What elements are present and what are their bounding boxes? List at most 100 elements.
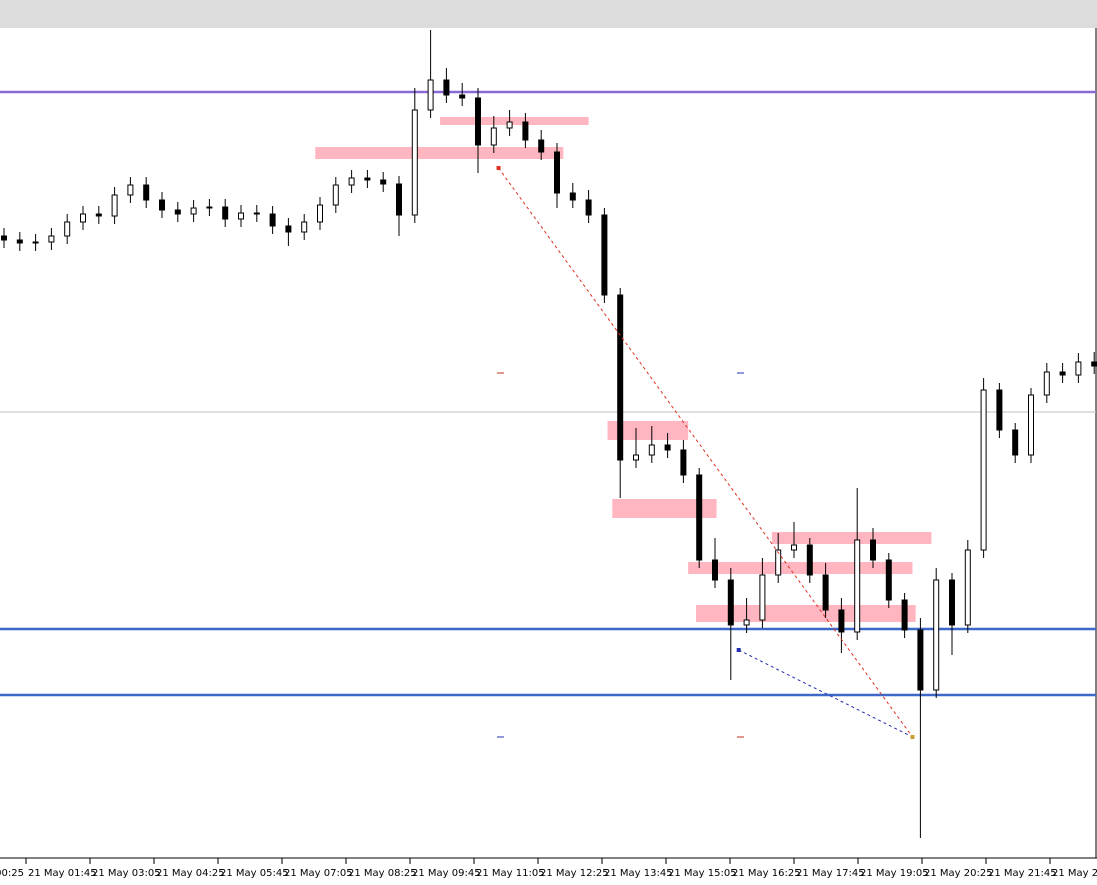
- candle-body: [490, 127, 497, 146]
- candle-body: [159, 199, 165, 211]
- candle-body: [680, 449, 687, 476]
- candle-body: [664, 444, 671, 451]
- x-tick-label: 21 May 07:05: [284, 868, 353, 879]
- x-tick-label: 21 May 23: [1052, 868, 1097, 879]
- x-tick-label: 21 May 05:45: [220, 868, 289, 879]
- candle-body: [949, 579, 955, 626]
- candle-body: [301, 221, 308, 233]
- candle-body: [411, 109, 418, 216]
- candle-body: [1043, 371, 1050, 396]
- candle-body: [16, 239, 23, 244]
- candle-body: [759, 574, 766, 621]
- top-bar: [0, 0, 1097, 28]
- candle-body: [459, 94, 466, 99]
- candle-body: [174, 209, 181, 215]
- candle-body: [822, 574, 829, 611]
- candle-body: [48, 235, 55, 243]
- x-tick-label: 21 May 09:45: [412, 868, 481, 879]
- candle-body: [838, 609, 845, 633]
- candle-body: [617, 294, 624, 461]
- candle-body: [1012, 429, 1019, 456]
- x-tick-label: 21 May 15:05: [668, 868, 737, 879]
- x-tick-label: 21 May 17:45: [796, 868, 865, 879]
- candle-body: [727, 579, 734, 626]
- x-tick-label: 21 May 12:25: [540, 868, 609, 879]
- markers: [497, 372, 744, 738]
- candle-body: [111, 194, 118, 217]
- candle-body: [696, 474, 703, 561]
- x-tick-label: 21 May 08:25: [348, 868, 417, 879]
- candle-body: [1091, 361, 1097, 367]
- candle-body: [95, 213, 102, 217]
- x-tick-label: 21 May 03:05: [92, 868, 161, 879]
- candle-body: [143, 184, 150, 201]
- candle-body: [806, 544, 813, 576]
- x-tick-label: 21 May 20:25: [924, 868, 993, 879]
- candle-body: [538, 139, 545, 153]
- candle-body: [253, 212, 260, 215]
- candle-body: [964, 549, 971, 626]
- candle-body: [269, 213, 276, 227]
- zone: [315, 147, 564, 159]
- candle-body: [317, 204, 323, 223]
- candle-body: [190, 207, 197, 215]
- candle-body: [222, 206, 229, 220]
- trendline: [498, 167, 913, 738]
- candle-body: [64, 221, 71, 237]
- candle-body: [775, 549, 782, 576]
- x-tick-label: 21 May 13:45: [604, 868, 673, 879]
- x-tick-label: 00:25: [0, 868, 24, 879]
- candle-body: [870, 539, 876, 561]
- candle-body: [569, 192, 576, 201]
- candle-body: [127, 184, 134, 196]
- x-tick-label: 21 May 21:45: [988, 868, 1057, 879]
- candle-body: [648, 444, 655, 456]
- candle-body: [348, 177, 355, 186]
- candle-body: [80, 213, 86, 223]
- candle-body: [917, 629, 924, 691]
- zone: [696, 605, 916, 622]
- candle-body: [854, 539, 861, 633]
- candle-body: [1028, 394, 1034, 456]
- candle-body: [1059, 371, 1066, 376]
- candle-body: [206, 206, 213, 209]
- trendline: [738, 649, 913, 738]
- candle-body: [791, 544, 797, 551]
- candle-body: [1075, 361, 1082, 376]
- trend-point: [736, 648, 741, 652]
- zone: [688, 562, 913, 574]
- candle-body: [522, 121, 529, 141]
- candle-body: [585, 199, 592, 216]
- candle-body: [1, 235, 7, 241]
- candle-body: [475, 97, 481, 146]
- zone: [771, 532, 932, 544]
- zone: [440, 117, 589, 125]
- candle-body: [712, 559, 718, 581]
- candle-body: [427, 79, 434, 111]
- candle-body: [285, 225, 292, 233]
- candle-body: [238, 212, 244, 220]
- candle-body: [885, 559, 892, 601]
- candle-body: [364, 177, 371, 181]
- candle-body: [743, 619, 750, 626]
- candle-body: [980, 389, 987, 551]
- candle-body: [443, 79, 450, 96]
- x-tick-label: 21 May 04:25: [156, 868, 225, 879]
- candle-body: [554, 151, 560, 194]
- candle-body: [633, 454, 639, 461]
- candle-body: [332, 184, 339, 206]
- candle-body: [380, 179, 387, 185]
- candle-body: [996, 389, 1003, 431]
- candle-body: [506, 121, 513, 129]
- candle-body: [32, 241, 39, 244]
- candle-body: [396, 183, 402, 216]
- candle-body: [901, 599, 908, 631]
- candle-body: [601, 214, 608, 296]
- x-tick-label: 21 May 16:25: [732, 868, 801, 879]
- candle-body: [933, 579, 940, 691]
- x-tick-label: 21 May 01:45: [28, 868, 97, 879]
- x-tick-label: 21 May 11:05: [476, 868, 545, 879]
- trend-point: [496, 166, 501, 170]
